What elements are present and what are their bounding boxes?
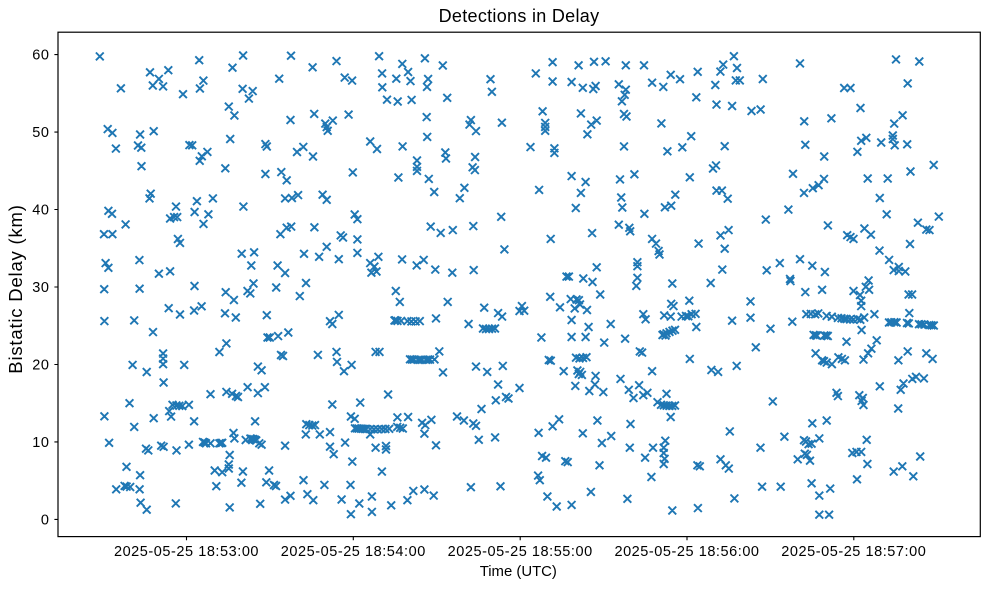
svg-text:2025-05-25 18:56:00: 2025-05-25 18:56:00 (614, 544, 759, 560)
svg-text:Time (UTC): Time (UTC) (480, 564, 557, 580)
svg-text:60: 60 (32, 48, 49, 64)
svg-text:50: 50 (32, 125, 49, 141)
svg-text:0: 0 (41, 512, 50, 528)
svg-text:30: 30 (32, 280, 49, 296)
svg-text:Detections in Delay: Detections in Delay (439, 6, 600, 26)
svg-text:2025-05-25 18:57:00: 2025-05-25 18:57:00 (781, 544, 926, 560)
svg-text:20: 20 (32, 358, 49, 374)
svg-text:40: 40 (32, 203, 49, 219)
svg-text:2025-05-25 18:55:00: 2025-05-25 18:55:00 (448, 544, 593, 560)
svg-text:2025-05-25 18:54:00: 2025-05-25 18:54:00 (281, 544, 426, 560)
svg-text:Bistatic Delay (km): Bistatic Delay (km) (5, 204, 26, 373)
svg-text:10: 10 (32, 435, 49, 451)
svg-text:2025-05-25 18:53:00: 2025-05-25 18:53:00 (114, 544, 259, 560)
